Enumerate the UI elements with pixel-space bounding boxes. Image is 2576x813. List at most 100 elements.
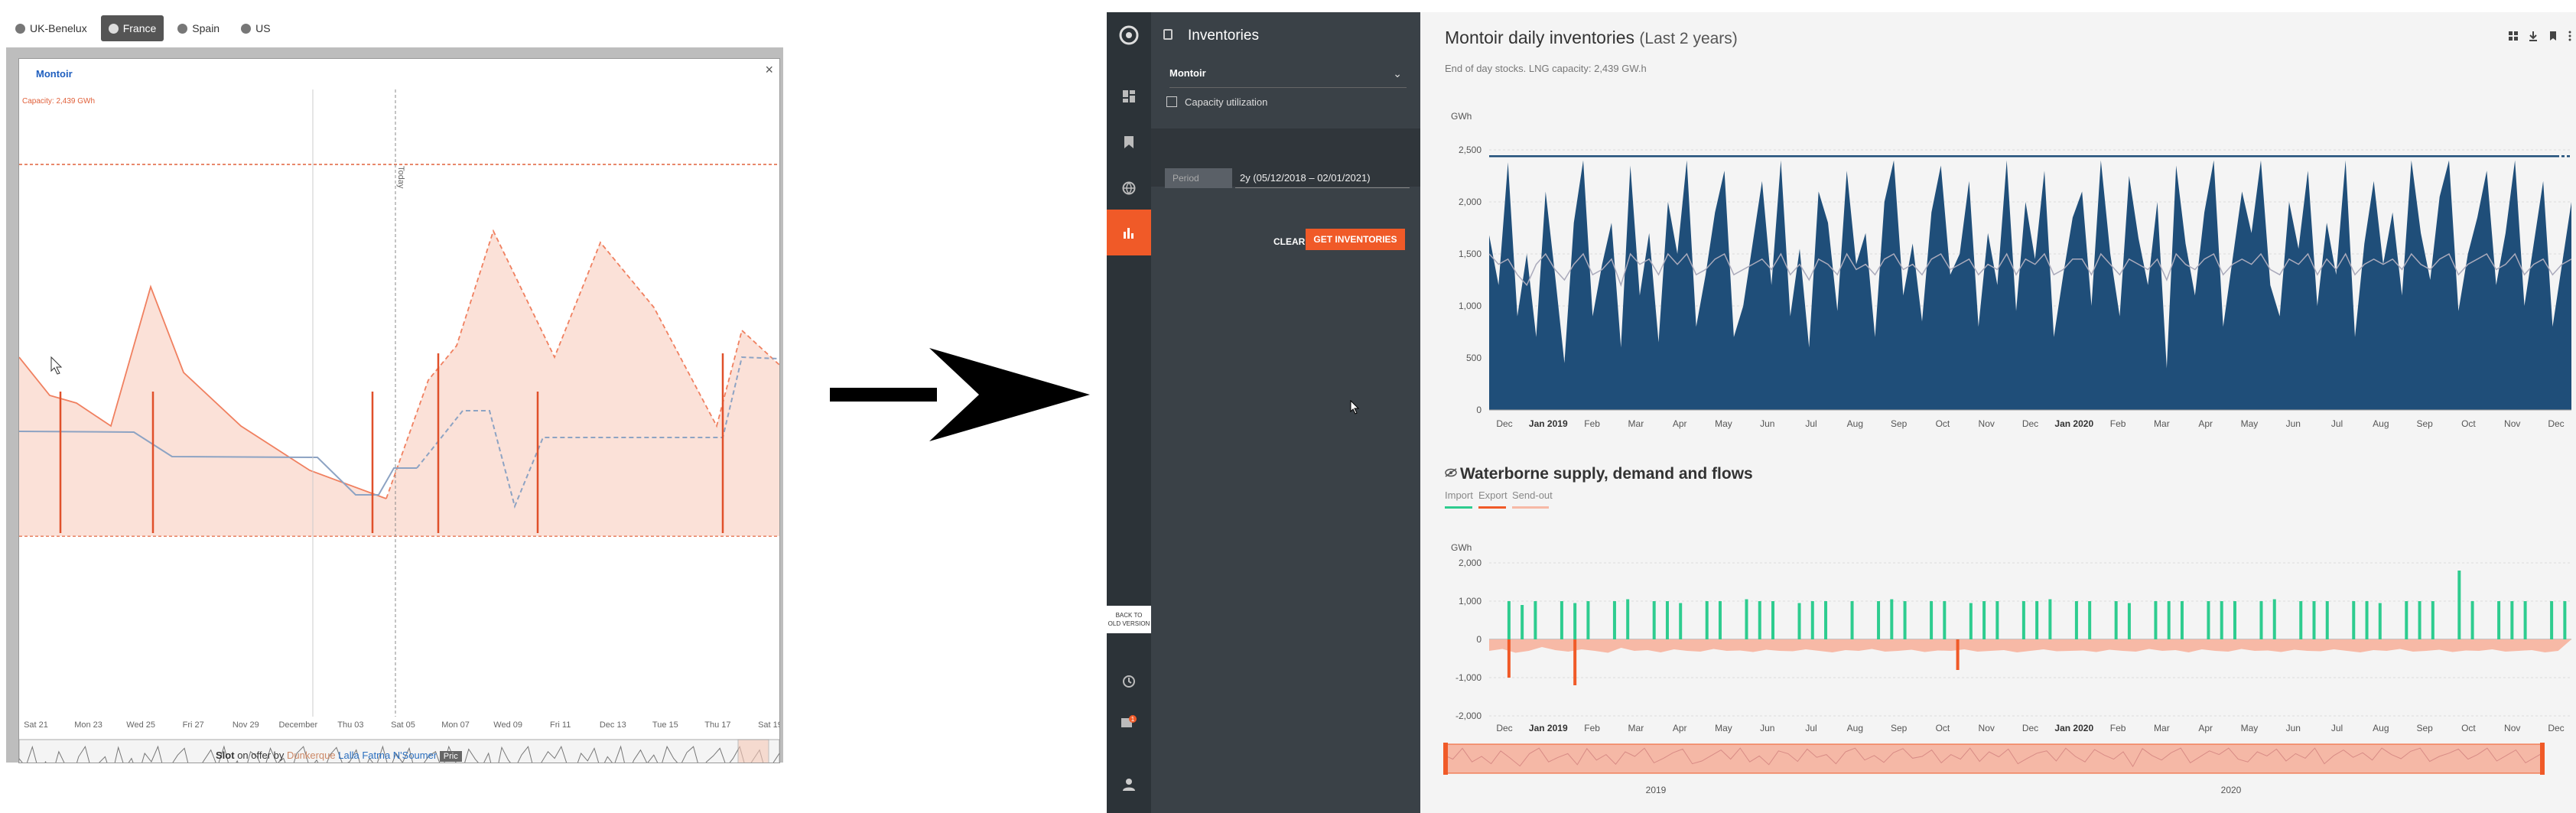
legend-send-out[interactable]: Send-out (1512, 489, 1553, 501)
import-bar (1612, 601, 1616, 639)
legend-import[interactable]: Import (1445, 489, 1473, 501)
flows-x-tick: Sep (1891, 723, 1908, 733)
navigator-left-handle[interactable] (1443, 743, 1448, 775)
inv-x-tick: Oct (1936, 418, 1950, 429)
import-bar (2074, 601, 2078, 639)
region-tab-uk-benelux[interactable]: UK-Benelux (8, 15, 95, 41)
flows-x-tick: Oct (2461, 723, 2476, 733)
legend-send-out-swatch (1512, 506, 1549, 509)
globe-icon[interactable] (1107, 165, 1151, 211)
inv-x-tick: May (2241, 418, 2259, 429)
import-bar (1943, 601, 1947, 639)
old-inventory-modal: Montoir × Today Sat 21 Mon 23 Wed 25 Fri 27… (18, 58, 780, 763)
navigator-tick-2020: 2020 (2221, 785, 2242, 795)
import-bar (1573, 603, 1577, 639)
mouse-cursor-icon (50, 356, 63, 375)
notification-icon[interactable]: 1 (1107, 701, 1151, 746)
inv-x-tick: Jan 2019 (1529, 418, 1568, 429)
old-navigator[interactable] (19, 739, 779, 763)
flows-x-tick: May (1715, 723, 1732, 733)
import-bar (2048, 599, 2052, 639)
history-icon[interactable] (1107, 659, 1151, 704)
capacity-utilization-checkbox[interactable] (1166, 96, 1177, 107)
flows-x-tick: Dec (2022, 723, 2038, 733)
import-bar (1797, 603, 1801, 639)
bookmark-icon[interactable] (2548, 31, 2558, 41)
import-bar (2550, 601, 2554, 639)
inv-y-tick: 0 (1476, 405, 1482, 415)
flows-x-tick: Apr (1673, 723, 1687, 733)
inv-x-tick: Oct (2461, 418, 2476, 429)
period-input[interactable]: 2y (05/12/2018 – 02/01/2021) (1235, 168, 1410, 188)
eye-off-icon[interactable] (1445, 468, 1457, 477)
bookmark-icon[interactable] (1107, 119, 1151, 165)
dashboard-icon[interactable] (1107, 73, 1151, 119)
back-to-old-version-button[interactable]: BACK TO OLD VERSION (1107, 606, 1151, 633)
import-bar (1982, 601, 1986, 639)
right-arrow-icon (830, 348, 1090, 441)
flows-chart: GWh -2,000 -1,000 0 1,000 2,000 Dec Jan 2019 F… (1451, 542, 2571, 733)
old-slot-banner: Slot on offer by Dunkerque Lalla Fatma N… (216, 750, 462, 762)
flows-x-tick: Oct (1936, 723, 1950, 733)
old-x-tick: Fri 11 (550, 720, 571, 730)
download-icon[interactable] (2528, 31, 2539, 41)
old-navigator-handle[interactable] (737, 739, 769, 763)
import-bar (2154, 601, 2158, 639)
timeline-navigator[interactable]: 2019 2020 (1443, 743, 2545, 804)
import-bar (1745, 599, 1748, 639)
import-bar (2405, 601, 2408, 639)
inv-x-tick: Mar (1628, 418, 1644, 429)
import-bar (1771, 601, 1775, 639)
export-bar (1507, 639, 1511, 678)
inv-y-tick: 500 (1466, 353, 1482, 363)
region-tab-us[interactable]: US (233, 15, 278, 41)
expand-icon[interactable] (2508, 31, 2519, 41)
flows-x-tick: Nov (2504, 723, 2520, 733)
import-bar (2563, 601, 2567, 639)
average-series-line (1488, 252, 2572, 288)
region-tab-france[interactable]: France (100, 15, 164, 41)
flows-x-tick: Sep (2416, 723, 2433, 733)
legend-import-swatch (1445, 506, 1472, 509)
today-label: Today (396, 166, 405, 189)
inv-x-tick: Apr (1673, 418, 1687, 429)
flows-y-tick: 0 (1476, 634, 1482, 645)
import-bar (2470, 601, 2474, 639)
region-tab-spain[interactable]: Spain (170, 15, 227, 41)
import-bar (2431, 601, 2435, 639)
flows-y-tick: -1,000 (1456, 672, 1482, 683)
nav-rail: BACK TO OLD VERSION 1 (1107, 12, 1151, 813)
terminal-select[interactable]: Montoir ⌄ (1169, 60, 1407, 88)
inv-x-tick: Aug (1847, 418, 1863, 429)
clear-button[interactable]: CLEAR (1273, 236, 1306, 247)
inv-y-tick: 1,500 (1459, 249, 1482, 259)
inv-x-tick: Nov (2504, 418, 2520, 429)
bar-chart-icon[interactable] (1107, 210, 1151, 255)
old-x-tick: Dec 13 (600, 720, 626, 730)
old-x-tick: Nov 29 (233, 720, 259, 730)
import-bar (1665, 601, 1669, 639)
old-capacity-label: Capacity: 2,439 GWh (22, 97, 96, 106)
import-bar (2127, 603, 2131, 639)
import-bar (1850, 601, 1854, 639)
inventory-series-area (1489, 160, 2571, 410)
navigator-right-handle[interactable] (2540, 743, 2545, 775)
inv-y-tick: 2,000 (1459, 197, 1482, 207)
flows-x-tick: Jun (1760, 723, 1774, 733)
import-bar (1810, 601, 1814, 639)
import-bar (2523, 601, 2527, 639)
flows-x-tick: Dec (1496, 723, 1512, 733)
inventories-chart-title: Montoir daily inventories (Last 2 years) (1445, 28, 1738, 47)
chevron-down-icon: ⌄ (1393, 67, 1402, 80)
user-icon[interactable] (1107, 762, 1151, 808)
more-icon[interactable] (2565, 31, 2575, 41)
logo-icon[interactable] (1107, 12, 1151, 58)
import-bar (1586, 601, 1590, 639)
get-inventories-button[interactable]: GET INVENTORIES (1306, 229, 1405, 250)
inv-x-tick: Mar (2154, 418, 2170, 429)
import-bar (2299, 601, 2303, 639)
close-icon[interactable]: × (765, 62, 773, 77)
period-label: Period (1165, 168, 1232, 188)
legend-export[interactable]: Export (1478, 489, 1508, 501)
flows-x-tick: Aug (1847, 723, 1863, 733)
